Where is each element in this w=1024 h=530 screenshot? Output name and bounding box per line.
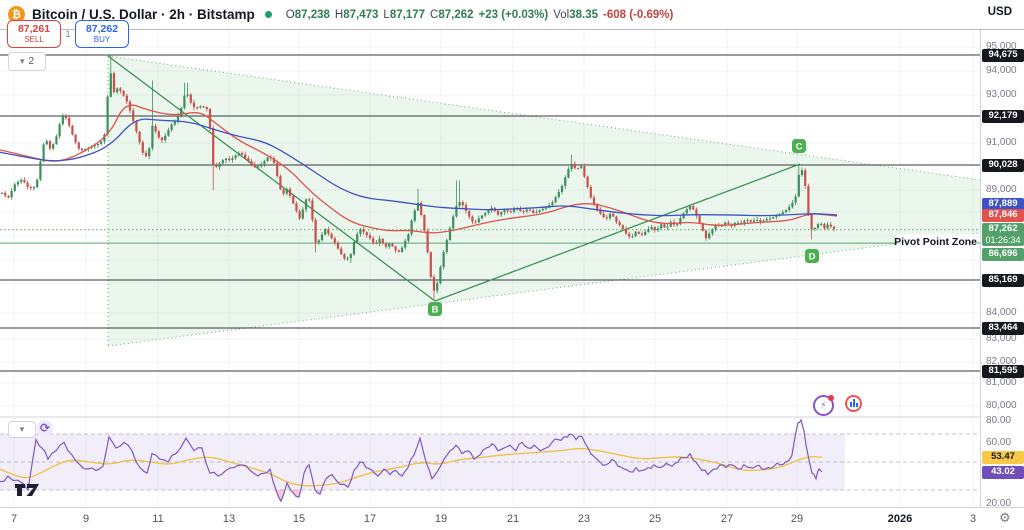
spread-value: 1 bbox=[65, 29, 71, 39]
price-axis-label: 94,000 bbox=[986, 65, 1017, 76]
time-axis-label: 17 bbox=[363, 513, 377, 525]
price-chip-43.02: 43.02 bbox=[982, 466, 1024, 479]
ohlc-readout: O 87,238 H 87,473 L 87,177 C 87,262 +23 … bbox=[281, 9, 674, 21]
price-axis-label: 95,000 bbox=[986, 41, 1017, 52]
time-axis-label: 7 bbox=[10, 513, 18, 525]
objects-collapse-button[interactable]: ▾ 2 bbox=[8, 52, 46, 71]
marker-D: D bbox=[809, 252, 816, 263]
marker-B: B bbox=[432, 305, 439, 316]
buy-button[interactable]: 87,262 BUY bbox=[75, 20, 129, 48]
price-axis-label: 80,000 bbox=[986, 400, 1017, 411]
price-chip-53.47: 53.47 bbox=[982, 451, 1024, 464]
bar-icon bbox=[855, 403, 858, 407]
circular-arrows-icon[interactable]: ⟳ bbox=[37, 420, 53, 436]
sell-button[interactable]: 87,261 SELL bbox=[7, 20, 61, 48]
time-axis-label: 21 bbox=[506, 513, 520, 525]
bar-icon bbox=[849, 402, 852, 407]
open-value: 87,238 bbox=[294, 8, 330, 21]
time-axis-label: 2026 bbox=[887, 513, 913, 525]
order-panel: 87,261 SELL 1 87,262 BUY bbox=[7, 20, 129, 48]
time-axis-label: 3 bbox=[969, 513, 977, 525]
bar-icon bbox=[852, 399, 855, 407]
tradingview-logo[interactable] bbox=[14, 481, 62, 499]
time-axis-label: 19 bbox=[434, 513, 448, 525]
price-axis-label: 60.00 bbox=[986, 437, 1012, 448]
low-value: 87,177 bbox=[389, 8, 426, 21]
price-axis[interactable]: 95,000 94,000 93,000 91,000 89,000 84,000 83,0… bbox=[980, 29, 1024, 509]
price-chip-85,169: 85,169 bbox=[982, 274, 1024, 287]
countdown-timer: 01:26:34 bbox=[985, 234, 1021, 245]
volume-value: 38.35 bbox=[569, 8, 598, 21]
price-axis-label: 81,000 bbox=[986, 377, 1017, 388]
price-chip-92,179: 92,179 bbox=[982, 110, 1024, 123]
rsi-pane-collapse-button[interactable]: ▾ bbox=[8, 421, 36, 438]
market-open-dot bbox=[264, 11, 272, 18]
chevron-down-icon: ▾ bbox=[19, 424, 25, 434]
price-chip-87,889: 87,889 bbox=[982, 198, 1024, 211]
pivot-point-zone-label: Pivot Point Zone bbox=[894, 236, 977, 248]
time-axis-label: 27 bbox=[720, 513, 734, 525]
price-axis-label: 80.00 bbox=[986, 415, 1012, 426]
low-label: L bbox=[383, 8, 390, 21]
price-axis-label: 20.00 bbox=[986, 498, 1012, 509]
notification-dot bbox=[828, 395, 834, 401]
currency-selector[interactable]: USD bbox=[987, 6, 1012, 18]
price-axis-label: 89,000 bbox=[986, 184, 1017, 195]
flash-alert-icon[interactable]: ⚡ bbox=[813, 395, 834, 416]
event-chart-icon[interactable] bbox=[845, 395, 862, 412]
time-axis-label: 11 bbox=[152, 513, 164, 525]
price-chip-83,464: 83,464 bbox=[982, 322, 1024, 335]
chart-header: ₿ Bitcoin / U.S. Dollar · 2h · Bitstamp … bbox=[0, 0, 1024, 30]
time-axis-label: 15 bbox=[292, 513, 306, 525]
price-axis-label: 82,000 bbox=[986, 356, 1017, 367]
gear-icon[interactable]: ⚙ bbox=[999, 510, 1011, 525]
objects-count: 2 bbox=[28, 56, 35, 67]
volume-label: Vol bbox=[553, 8, 570, 21]
price-chip-81,595: 81,595 bbox=[982, 365, 1024, 378]
price-axis-label: 83,000 bbox=[986, 333, 1017, 344]
time-axis-label: 13 bbox=[222, 513, 236, 525]
price-axis-label: 91,000 bbox=[986, 137, 1017, 148]
price-chip-94,675: 94,675 bbox=[982, 49, 1024, 62]
buy-price: 87,262 bbox=[85, 22, 119, 35]
close-value: 87,262 bbox=[438, 8, 474, 21]
sell-label: SELL bbox=[24, 35, 44, 45]
high-value: 87,473 bbox=[343, 8, 379, 21]
time-axis[interactable]: 7 9 11 13 15 17 19 21 23 25 27 29 2026 3 bbox=[0, 507, 1024, 530]
symbol-title[interactable]: Bitcoin / U.S. Dollar · 2h · Bitstamp bbox=[32, 7, 255, 22]
time-axis-label: 9 bbox=[82, 513, 90, 525]
marker-C: C bbox=[796, 142, 803, 153]
price-chip-87,846: 87,846 bbox=[982, 209, 1024, 222]
price-axis-label: 84,000 bbox=[986, 307, 1017, 318]
session-change-value: -608 (-0.69%) bbox=[602, 8, 674, 21]
time-axis-label: 25 bbox=[648, 513, 662, 525]
high-label: H bbox=[334, 8, 344, 21]
open-label: O bbox=[285, 8, 295, 21]
bitcoin-icon: ₿ bbox=[8, 6, 25, 23]
price-chip-86,696: 86,696 bbox=[982, 248, 1024, 261]
buy-label: BUY bbox=[93, 35, 111, 45]
chevron-down-icon: ▾ bbox=[19, 56, 25, 66]
close-label: C bbox=[430, 8, 439, 21]
price-chip-90,028: 90,028 bbox=[982, 159, 1024, 172]
time-axis-label: 23 bbox=[577, 513, 591, 525]
price-axis-label: 93,000 bbox=[986, 89, 1017, 100]
time-axis-label: 29 bbox=[790, 513, 804, 525]
change-value: +23 (+0.03%) bbox=[478, 8, 549, 21]
sell-price: 87,261 bbox=[17, 22, 51, 35]
price-chip-87,262: 87,262 01:26:34 bbox=[982, 223, 1024, 247]
